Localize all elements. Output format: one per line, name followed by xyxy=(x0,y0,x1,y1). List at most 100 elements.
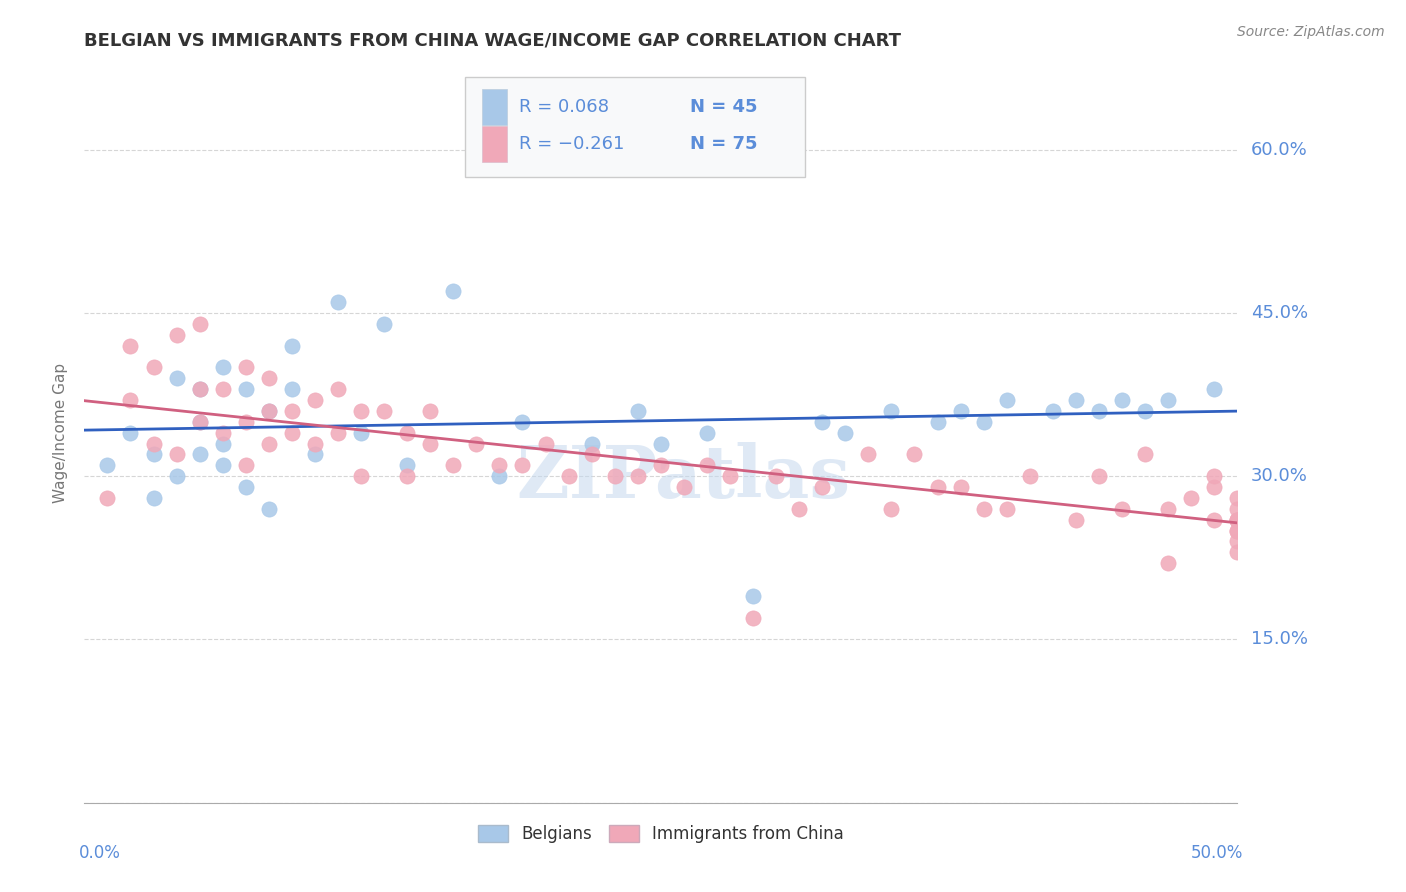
Point xyxy=(211,425,233,440)
Point xyxy=(973,415,995,429)
Point xyxy=(765,469,787,483)
Point xyxy=(1226,524,1249,538)
Point xyxy=(396,425,419,440)
Point xyxy=(396,469,419,483)
Point xyxy=(281,382,304,396)
Point xyxy=(650,436,672,450)
Point xyxy=(949,404,972,418)
Point xyxy=(581,447,603,461)
Point xyxy=(188,382,211,396)
Point xyxy=(188,317,211,331)
Point xyxy=(235,415,257,429)
Point xyxy=(142,436,165,450)
Point xyxy=(1226,501,1249,516)
Point xyxy=(211,436,233,450)
Point xyxy=(396,458,419,473)
Point xyxy=(257,371,280,385)
Point xyxy=(281,338,304,352)
Point xyxy=(120,392,142,407)
Point xyxy=(1157,556,1180,570)
Point xyxy=(1204,480,1226,494)
Point xyxy=(627,469,650,483)
Point xyxy=(1064,392,1087,407)
Point xyxy=(718,469,741,483)
Point xyxy=(1088,469,1111,483)
Point xyxy=(1226,534,1249,549)
Point xyxy=(811,415,834,429)
Point xyxy=(949,480,972,494)
Point xyxy=(581,436,603,450)
Y-axis label: Wage/Income Gap: Wage/Income Gap xyxy=(53,362,69,503)
Point xyxy=(326,425,349,440)
Point xyxy=(304,436,326,450)
Text: 15.0%: 15.0% xyxy=(1251,631,1308,648)
Point xyxy=(834,425,856,440)
Point xyxy=(696,458,718,473)
Point xyxy=(1133,447,1156,461)
FancyBboxPatch shape xyxy=(465,78,806,178)
Point xyxy=(1111,392,1133,407)
Point xyxy=(534,436,557,450)
Point xyxy=(903,447,925,461)
Point xyxy=(350,469,373,483)
Point xyxy=(627,404,650,418)
Point xyxy=(257,404,280,418)
Point xyxy=(927,480,949,494)
Point xyxy=(166,327,188,342)
Point xyxy=(465,436,488,450)
Point xyxy=(742,589,765,603)
Point xyxy=(1226,545,1249,559)
Point xyxy=(973,501,995,516)
Point xyxy=(927,415,949,429)
Point xyxy=(811,480,834,494)
Point xyxy=(188,382,211,396)
Point xyxy=(1018,469,1040,483)
Point xyxy=(211,382,233,396)
Point xyxy=(326,382,349,396)
Point xyxy=(1226,524,1249,538)
Point xyxy=(672,480,695,494)
Point xyxy=(419,404,441,418)
Point xyxy=(211,458,233,473)
Point xyxy=(441,458,464,473)
Point xyxy=(1226,513,1249,527)
Text: 0.0%: 0.0% xyxy=(79,844,121,862)
FancyBboxPatch shape xyxy=(482,89,508,125)
Point xyxy=(1111,501,1133,516)
Point xyxy=(1204,382,1226,396)
Legend: Belgians, Immigrants from China: Belgians, Immigrants from China xyxy=(471,819,851,850)
Text: N = 45: N = 45 xyxy=(690,98,758,116)
Point xyxy=(1180,491,1202,505)
Point xyxy=(1157,392,1180,407)
Point xyxy=(742,611,765,625)
Text: 30.0%: 30.0% xyxy=(1251,467,1308,485)
Point xyxy=(281,425,304,440)
Point xyxy=(488,469,510,483)
FancyBboxPatch shape xyxy=(482,126,508,161)
Point xyxy=(1157,501,1180,516)
Point xyxy=(1088,404,1111,418)
Point xyxy=(142,447,165,461)
Point xyxy=(441,284,464,298)
Point xyxy=(1226,491,1249,505)
Text: R = −0.261: R = −0.261 xyxy=(519,135,624,153)
Point xyxy=(211,360,233,375)
Point xyxy=(304,447,326,461)
Point xyxy=(188,415,211,429)
Point xyxy=(235,360,257,375)
Point xyxy=(696,425,718,440)
Text: Source: ZipAtlas.com: Source: ZipAtlas.com xyxy=(1237,25,1385,39)
Point xyxy=(880,501,903,516)
Point xyxy=(281,404,304,418)
Point xyxy=(257,404,280,418)
Point xyxy=(142,491,165,505)
Point xyxy=(419,436,441,450)
Point xyxy=(166,469,188,483)
Point xyxy=(235,480,257,494)
Point xyxy=(603,469,626,483)
Point xyxy=(142,360,165,375)
Point xyxy=(96,458,118,473)
Text: N = 75: N = 75 xyxy=(690,135,758,153)
Point xyxy=(512,415,534,429)
Point xyxy=(1042,404,1064,418)
